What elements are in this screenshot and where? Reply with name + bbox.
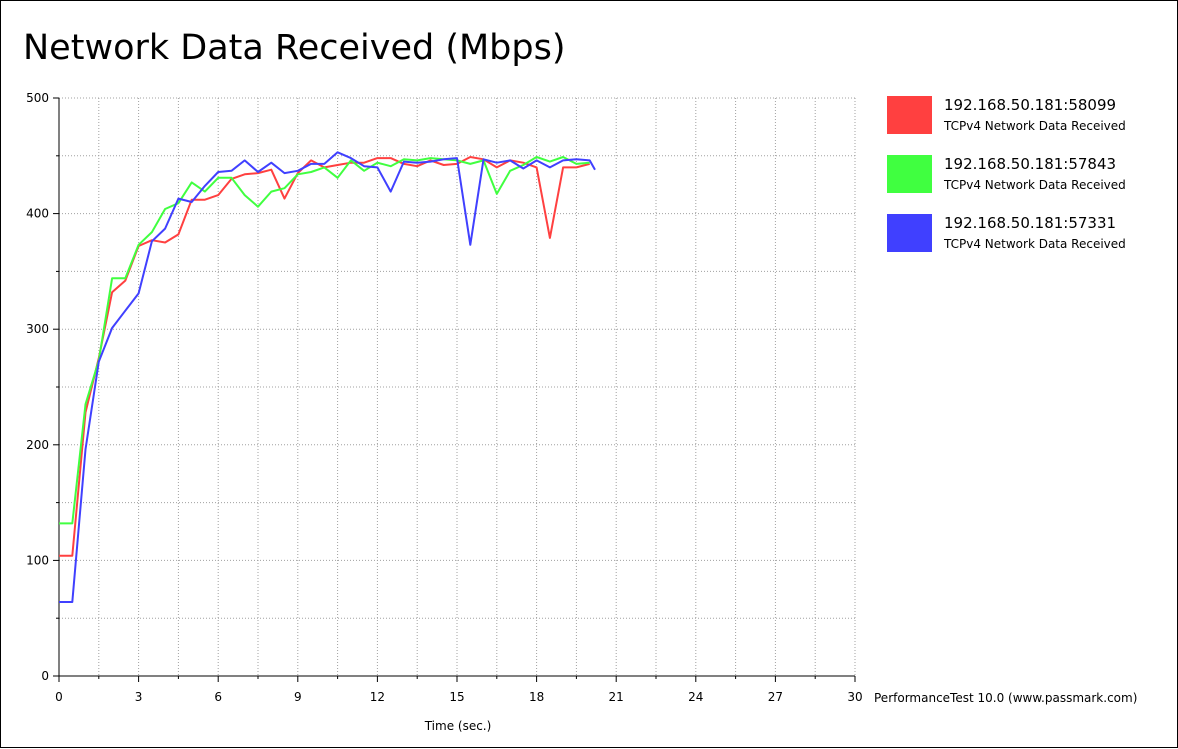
x-axis-label: Time (sec.)	[424, 719, 492, 733]
x-tick-label: 18	[529, 690, 544, 704]
x-tick-label: 3	[135, 690, 143, 704]
x-tick-label: 9	[294, 690, 302, 704]
legend-series-description: TCPv4 Network Data Received	[944, 119, 1126, 133]
x-tick-label: 24	[688, 690, 703, 704]
x-tick-label: 30	[847, 690, 862, 704]
x-tick-label: 15	[449, 690, 464, 704]
x-tick-label: 6	[214, 690, 222, 704]
x-tick-label: 12	[370, 690, 385, 704]
legend-series-description: TCPv4 Network Data Received	[944, 178, 1126, 192]
legend-series-description: TCPv4 Network Data Received	[944, 237, 1126, 251]
x-tick-label: 27	[768, 690, 783, 704]
y-tick-label: 500	[26, 91, 49, 105]
legend-series-name: 192.168.50.181:58099	[944, 96, 1117, 114]
chart-title: Network Data Received (Mbps)	[23, 28, 566, 68]
series-line-3	[59, 151, 596, 603]
legend-swatch-2	[887, 155, 932, 193]
legend-series-name: 192.168.50.181:57331	[944, 214, 1117, 232]
legend-swatch-3	[887, 214, 932, 252]
y-tick-label: 100	[26, 553, 49, 567]
series-line-2	[59, 156, 590, 525]
x-tick-label: 0	[55, 690, 63, 704]
y-tick-label: 300	[26, 322, 49, 336]
x-tick-label: 21	[609, 690, 624, 704]
legend-swatch-1	[887, 96, 932, 134]
legend-series-name: 192.168.50.181:57843	[944, 155, 1117, 173]
y-tick-label: 400	[26, 207, 49, 221]
y-tick-label: 200	[26, 438, 49, 452]
y-tick-label: 0	[41, 669, 49, 683]
credit-text: PerformanceTest 10.0 (www.passmark.com)	[874, 691, 1138, 705]
